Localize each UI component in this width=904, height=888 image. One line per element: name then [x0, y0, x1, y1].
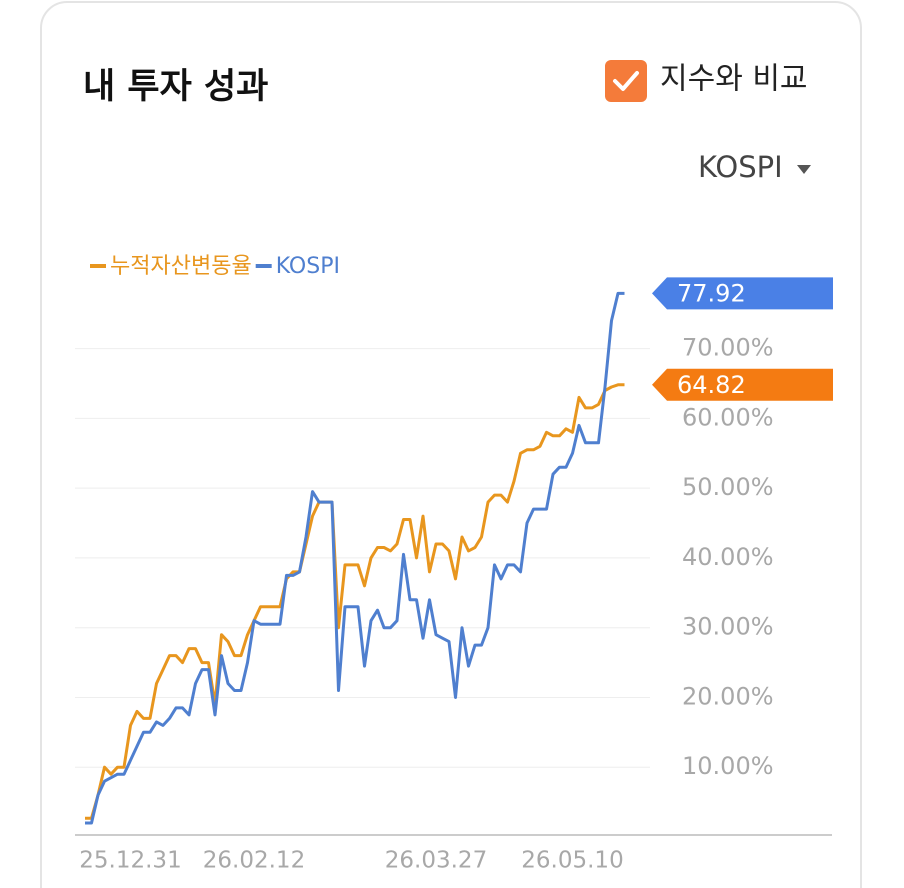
y-tick-label: 70.00%	[682, 334, 774, 362]
end-value-label: 77.92	[677, 279, 746, 307]
y-tick-label: 20.00%	[682, 682, 774, 710]
y-tick-label: 10.00%	[682, 752, 774, 780]
series-line	[85, 291, 625, 825]
x-tick-label: 25.12.31	[79, 848, 181, 874]
index-dropdown[interactable]: KOSPI	[698, 150, 811, 184]
check-icon	[613, 71, 639, 91]
x-tick-label: 26.05.10	[521, 848, 623, 874]
legend-label: KOSPI	[276, 254, 340, 279]
legend-label: 누적자산변동율	[110, 254, 252, 279]
compare-checkbox[interactable]: 지수와 비교	[605, 60, 808, 102]
compare-label[interactable]: 지수와 비교	[660, 62, 808, 97]
y-tick-label: 60.00%	[682, 403, 774, 431]
end-value-label: 64.82	[677, 371, 746, 399]
end-flag	[652, 277, 833, 310]
chart-title: 내 투자 성과	[83, 67, 268, 107]
checkbox[interactable]	[605, 60, 647, 102]
x-tick-label: 26.02.12	[203, 848, 305, 874]
y-tick-label: 30.00%	[682, 613, 774, 641]
series-line	[85, 383, 625, 820]
index-selector[interactable]: KOSPI	[698, 150, 783, 184]
dropdown-arrow	[797, 165, 811, 174]
y-tick-label: 50.00%	[682, 473, 774, 501]
end-flag	[652, 368, 833, 401]
x-tick-label: 26.03.27	[385, 848, 487, 874]
y-tick-label: 40.00%	[682, 543, 774, 571]
